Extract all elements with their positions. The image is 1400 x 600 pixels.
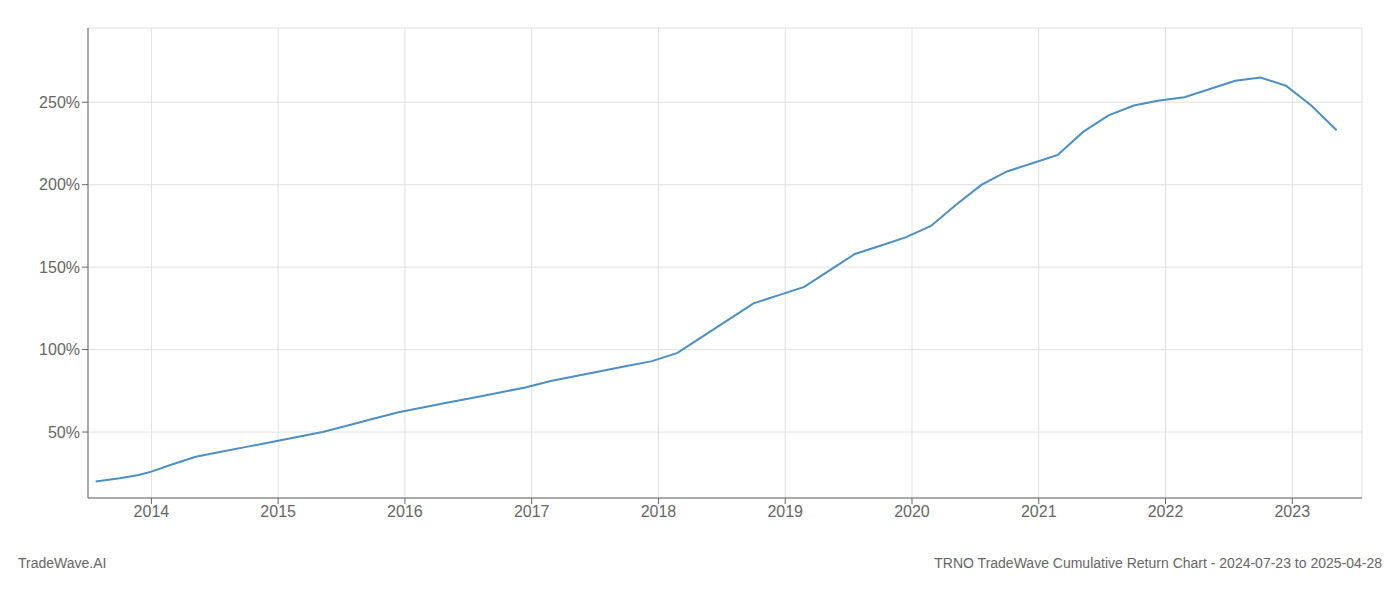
html-text:TradeWave.AI: TradeWave.AI (18, 555, 107, 571)
svg-text:2015: 2015 (260, 503, 296, 520)
svg-text:150%: 150% (39, 259, 80, 276)
svg-text:2023: 2023 (1274, 503, 1310, 520)
svg-text:2014: 2014 (134, 503, 170, 520)
svg-text:2019: 2019 (767, 503, 803, 520)
html-text:TRNO TradeWave Cumulative Retu: TRNO TradeWave Cumulative Return Chart -… (934, 555, 1382, 571)
svg-text:100%: 100% (39, 341, 80, 358)
svg-text:2021: 2021 (1021, 503, 1057, 520)
svg-text:2022: 2022 (1148, 503, 1184, 520)
svg-text:250%: 250% (39, 94, 80, 111)
svg-text:2018: 2018 (641, 503, 677, 520)
svg-text:2017: 2017 (514, 503, 550, 520)
svg-text:2020: 2020 (894, 503, 930, 520)
svg-text:200%: 200% (39, 176, 80, 193)
svg-text:2016: 2016 (387, 503, 423, 520)
svg-text:50%: 50% (48, 424, 80, 441)
